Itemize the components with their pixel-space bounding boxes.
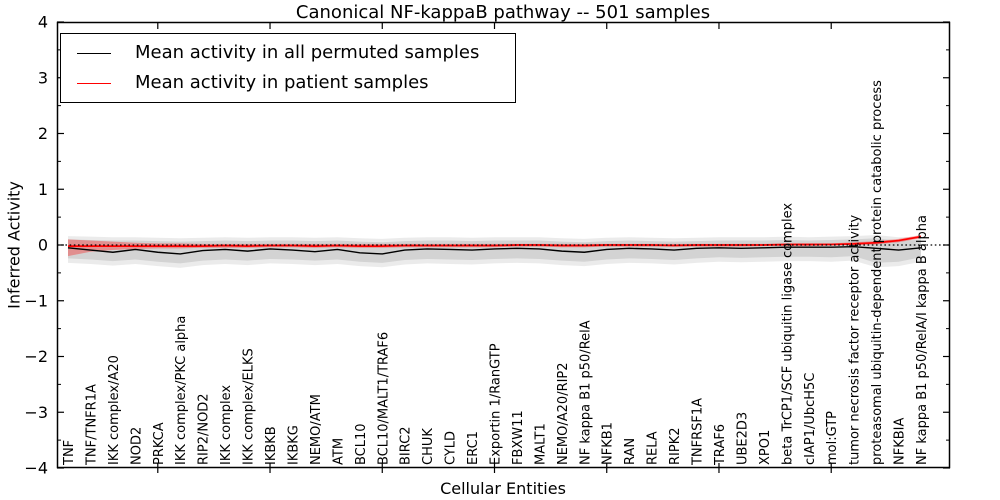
x-tick-label: RELA [646, 431, 661, 465]
permuted-mean-line [67, 245, 922, 255]
x-tick-label: proteasomal ubiquitin-dependent protein … [870, 80, 885, 465]
x-tick-label: tumor necrosis factor receptor activity [848, 214, 863, 465]
x-tick-label: cIAP1/UbcH5C [803, 373, 818, 465]
x-tick-label: IKK complex/ELKS [242, 348, 257, 465]
permuted-confidence-band-outer [68, 234, 921, 268]
x-tick-label: NOD2 [129, 427, 144, 465]
x-tick-label: TRAF6 [713, 424, 728, 466]
x-tick-label: XPO1 [758, 430, 773, 465]
x-tick-label: NFKB1 [601, 422, 616, 465]
legend-label-permuted: Mean activity in all permuted samples [135, 42, 480, 63]
legend-line-patient-icon [77, 82, 111, 84]
x-tick-label: RAN [623, 438, 638, 465]
y-tick-label: −4 [24, 459, 48, 478]
legend-entry-patient: Mean activity in patient samples [77, 71, 503, 94]
y-tick-label: 0 [38, 236, 48, 255]
x-tick-label: NEMO/A20/RIP2 [556, 362, 571, 465]
legend: Mean activity in all permuted samples Me… [60, 33, 516, 104]
x-tick-label: PRKCA [152, 422, 167, 465]
x-tick-label: BCL10 [354, 423, 369, 465]
axes-frame [56, 21, 951, 469]
x-tick-label: mol:GTP [825, 411, 840, 465]
x-tick-label: IKK complex [219, 385, 234, 465]
x-tick-label: BCL10/MALT1/TRAF6 [376, 332, 391, 465]
x-tick-label: NF kappa B1 p50/RelA/I kappa B alpha [915, 215, 930, 465]
x-tick-label: IKBKG [286, 425, 301, 465]
legend-entry-permuted: Mean activity in all permuted samples [77, 42, 503, 64]
x-tick-label: CHUK [421, 428, 436, 465]
x-tick-label: FBXW11 [511, 410, 526, 465]
x-tick-label: BIRC2 [399, 427, 414, 466]
y-tick-label: 1 [38, 180, 48, 199]
x-tick-label: CYLD [444, 431, 459, 465]
y-tick-label: −1 [24, 291, 48, 310]
chart-title: Canonical NF-kappaB pathway -- 501 sampl… [295, 2, 711, 23]
x-tick-label: ERC1 [466, 431, 481, 465]
x-tick-label: ATM [331, 438, 346, 465]
x-tick-label: TNF/TNFR1A [84, 384, 99, 466]
x-tick-label: beta TrCP1/SCF ubiquitin ligase complex [780, 203, 795, 465]
x-tick-label: IKK complex/PKC alpha [174, 316, 189, 465]
y-tick-label: −2 [24, 347, 48, 366]
x-tick-label: IKBKB [264, 426, 279, 465]
legend-label-patient: Mean activity in patient samples [135, 71, 429, 93]
x-tick-label: RIPK2 [668, 427, 683, 465]
y-tick-label: 3 [38, 68, 48, 87]
x-axis-label: Cellular Entities [440, 479, 566, 498]
x-tick-label: NFKBIA [893, 418, 908, 465]
y-tick-label: −3 [24, 403, 48, 422]
legend-line-permuted-icon [77, 52, 111, 54]
x-tick-label: Exportin 1/RanGTP [489, 343, 504, 465]
x-tick-label: NEMO/ATM [309, 394, 324, 465]
x-tick-label: TNF [62, 440, 77, 466]
x-tick-label: IKK complex/A20 [107, 355, 122, 465]
y-tick-label: 2 [38, 124, 48, 143]
y-tick-label: 4 [38, 13, 48, 32]
x-tick-label: TNFRSF1A [691, 398, 706, 466]
x-tick-label: UBE2D3 [735, 412, 750, 465]
x-tick-label: MALT1 [533, 423, 548, 465]
x-tick-label: RIP2/NOD2 [197, 393, 212, 465]
x-tick-label: NF kappa B1 p50/RelA [578, 320, 593, 465]
